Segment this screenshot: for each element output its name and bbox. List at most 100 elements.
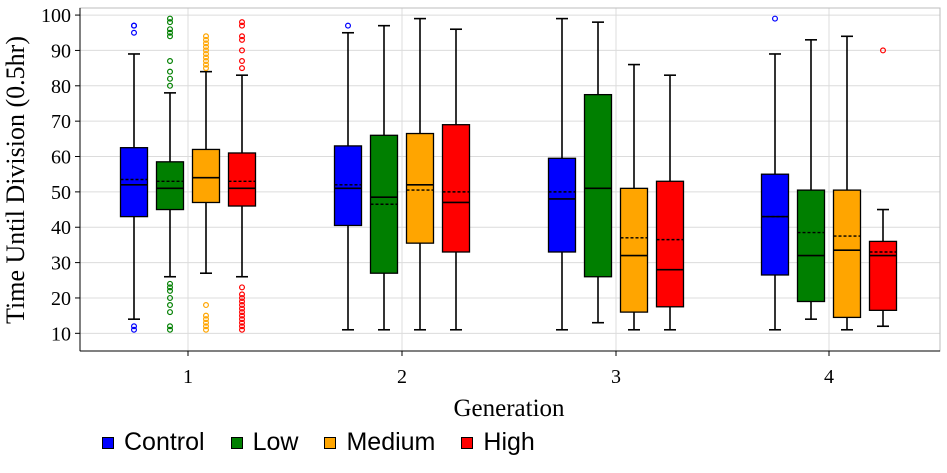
outlier-point — [239, 65, 246, 72]
outlier-point — [239, 298, 246, 305]
x-tick-label: 1 — [183, 366, 193, 388]
outlier-point — [167, 323, 174, 330]
legend-item-high[interactable]: High — [461, 428, 535, 457]
outlier-point — [239, 302, 246, 309]
iqr-box — [547, 157, 577, 253]
outlier-point — [239, 309, 246, 316]
y-tick-label: 30 — [51, 253, 71, 275]
legend-label-medium: Medium — [346, 428, 436, 456]
x-tick-label: 2 — [397, 366, 407, 388]
box-medium-gen4 — [832, 35, 862, 331]
outlier-point — [203, 54, 210, 61]
outlier-point — [239, 316, 246, 323]
y-tick-label: 100 — [41, 5, 71, 27]
box-medium-gen3 — [619, 63, 649, 331]
box-high-gen2 — [441, 28, 471, 331]
legend-item-control[interactable]: Control — [102, 428, 205, 457]
outlier-point — [203, 302, 210, 309]
y-tick-label: 80 — [51, 76, 71, 98]
iqr-box — [796, 189, 826, 303]
outlier-point — [167, 29, 174, 36]
outlier-point — [239, 326, 246, 333]
legend: Control Low Medium High — [102, 428, 535, 457]
y-tick-label: 70 — [51, 111, 71, 133]
box-low-gen1 — [155, 15, 185, 333]
outlier-point — [203, 319, 210, 326]
outlier-point — [239, 312, 246, 319]
box-control-gen4 — [760, 15, 790, 331]
box-low-gen2 — [369, 24, 399, 331]
outlier-point — [239, 22, 246, 29]
box-high-gen1 — [227, 19, 257, 333]
legend-swatch-medium — [324, 436, 337, 449]
outlier-point — [239, 19, 246, 26]
box-high-gen4 — [868, 47, 898, 328]
outlier-point — [771, 15, 778, 22]
outlier-point — [167, 26, 174, 33]
outlier-point — [167, 19, 174, 26]
outlier-point — [239, 319, 246, 326]
x-tick-label: 3 — [611, 366, 621, 388]
outlier-point — [167, 302, 174, 309]
x-axis-label: Generation — [453, 395, 565, 422]
outlier-point — [239, 305, 246, 312]
iqr-box — [333, 145, 363, 227]
outlier-point — [167, 75, 174, 82]
axes: 10 20 30 40 50 60 70 80 90 100 1 2 3 4 — [41, 5, 941, 388]
outlier-point — [239, 291, 246, 298]
outlier-point — [167, 33, 174, 40]
outlier-point — [167, 326, 174, 333]
outlier-point — [203, 36, 210, 43]
outlier-point — [203, 33, 210, 40]
outlier-point — [167, 68, 174, 75]
x-tick-label: 4 — [824, 366, 834, 388]
outlier-point — [167, 58, 174, 65]
legend-item-low[interactable]: Low — [230, 428, 298, 457]
outlier-point — [203, 47, 210, 54]
iqr-box — [583, 93, 613, 278]
outlier-point — [203, 65, 210, 72]
outlier-point — [203, 40, 210, 47]
box-control-gen1 — [119, 22, 149, 333]
y-tick-label: 40 — [51, 217, 71, 239]
outlier-point — [203, 312, 210, 319]
y-axis-label: Time Until Division (0.5hr) — [1, 36, 30, 324]
iqr-box — [405, 132, 435, 244]
outlier-point — [203, 61, 210, 68]
outlier-point — [203, 326, 210, 333]
outlier-point — [131, 22, 138, 29]
box-control-gen2 — [333, 22, 363, 331]
outlier-point — [239, 36, 246, 43]
outlier-point — [203, 43, 210, 50]
outlier-point — [345, 22, 352, 29]
outlier-point — [167, 284, 174, 291]
y-tick-label: 10 — [51, 323, 71, 345]
outlier-point — [167, 287, 174, 294]
outlier-point — [239, 47, 246, 54]
legend-label-control: Control — [124, 428, 205, 456]
outlier-point — [203, 323, 210, 330]
outlier-point — [167, 309, 174, 316]
y-tick-label: 50 — [51, 182, 71, 204]
outlier-point — [167, 15, 174, 22]
outlier-point — [239, 33, 246, 40]
outlier-point — [239, 294, 246, 301]
y-tick-label: 20 — [51, 288, 71, 310]
outlier-point — [167, 82, 174, 89]
iqr-box — [441, 124, 471, 253]
outlier-point — [203, 58, 210, 65]
iqr-box — [155, 161, 185, 211]
iqr-box — [760, 173, 790, 276]
box-series — [119, 15, 898, 333]
iqr-box — [191, 148, 221, 204]
outlier-point — [879, 47, 886, 54]
legend-item-medium[interactable]: Medium — [324, 428, 435, 457]
box-high-gen3 — [655, 74, 685, 331]
outlier-point — [131, 326, 138, 333]
box-control-gen3 — [547, 17, 577, 331]
outlier-point — [131, 29, 138, 36]
outlier-point — [167, 280, 174, 287]
iqr-box — [227, 152, 257, 207]
box-low-gen4 — [796, 39, 826, 320]
